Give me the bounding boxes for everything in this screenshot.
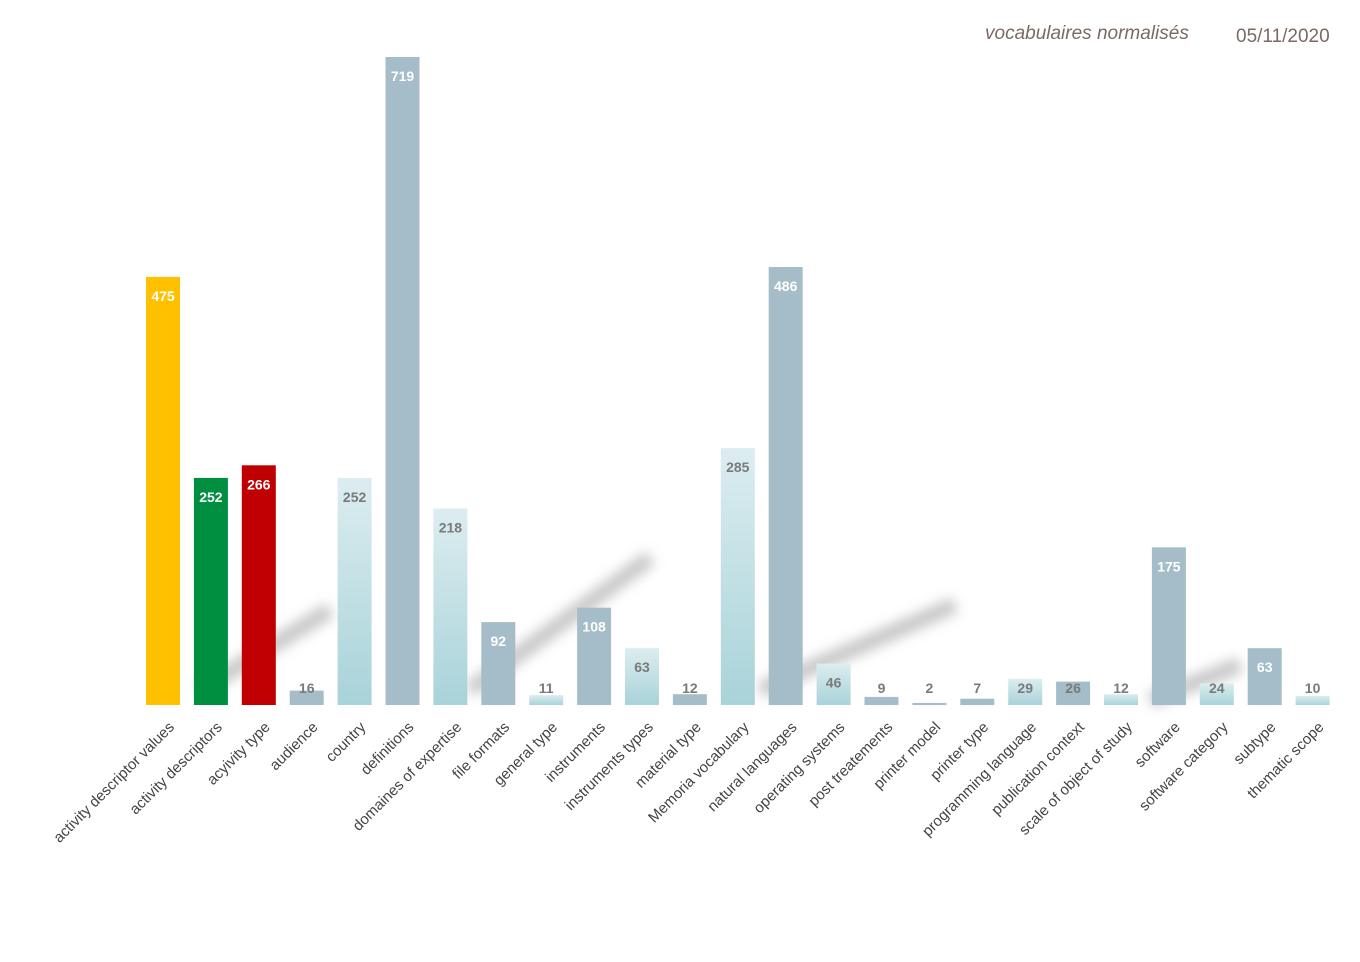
- value-label-7: 92: [491, 633, 507, 649]
- bars: [146, 57, 1330, 705]
- category-label-14: operating systems: [750, 719, 848, 817]
- value-label-18: 29: [1017, 680, 1033, 696]
- bar-16: [912, 703, 947, 705]
- bar-1: [193, 477, 228, 705]
- bar-9: [577, 607, 612, 705]
- bar-23: [1247, 648, 1282, 705]
- bar-12: [720, 448, 755, 705]
- bar-11: [672, 694, 707, 705]
- value-label-2: 266: [247, 476, 271, 492]
- chart-title: vocabulaires normalisés: [985, 23, 1189, 44]
- bar-13: [768, 267, 803, 705]
- value-label-15: 9: [878, 680, 886, 696]
- bar-24: [1295, 696, 1330, 705]
- bar-17: [960, 698, 995, 705]
- value-label-19: 26: [1065, 680, 1081, 696]
- category-label-4: country: [323, 718, 370, 765]
- value-label-16: 2: [926, 680, 934, 696]
- value-label-6: 218: [439, 520, 463, 536]
- bar-15: [864, 696, 899, 705]
- bar-19: [1056, 681, 1091, 705]
- value-label-10: 63: [634, 659, 650, 675]
- bar-14: [816, 663, 851, 705]
- category-label-23: subtype: [1230, 719, 1279, 768]
- value-label-20: 12: [1113, 680, 1129, 696]
- bar-10: [625, 648, 659, 705]
- bar-4: [337, 477, 372, 705]
- value-label-22: 24: [1209, 680, 1225, 696]
- bar-22: [1199, 683, 1234, 705]
- bar-5: [385, 57, 420, 705]
- value-label-3: 16: [299, 680, 315, 696]
- value-label-23: 63: [1257, 659, 1273, 675]
- bar-20: [1104, 694, 1138, 705]
- value-label-24: 10: [1305, 680, 1321, 696]
- bar-8: [529, 695, 564, 705]
- bar-21: [1151, 547, 1186, 705]
- value-label-8: 11: [539, 680, 554, 696]
- bar-3: [289, 690, 324, 705]
- category-label-22: software category: [1136, 718, 1232, 814]
- value-label-13: 486: [774, 278, 798, 294]
- category-label-15: post treatements: [805, 719, 896, 810]
- value-label-17: 7: [973, 680, 981, 696]
- value-label-9: 108: [582, 619, 606, 635]
- value-label-5: 719: [391, 68, 415, 84]
- value-label-21: 175: [1157, 558, 1181, 574]
- category-label-10: instruments types: [562, 719, 657, 814]
- category-label-3: audience: [266, 719, 321, 774]
- value-label-12: 285: [726, 459, 750, 475]
- value-label-1: 252: [199, 489, 223, 505]
- category-label-13: natural languages: [704, 719, 800, 815]
- chart-date: 05/11/2020: [1236, 26, 1330, 47]
- bar-18: [1008, 678, 1043, 705]
- bar-6: [433, 508, 468, 705]
- value-label-0: 475: [151, 288, 175, 304]
- bar-2: [241, 465, 276, 705]
- bar-7: [481, 622, 516, 705]
- value-label-14: 46: [826, 675, 842, 691]
- value-label-4: 252: [343, 489, 367, 505]
- bar-0: [146, 276, 180, 705]
- value-label-11: 12: [682, 680, 698, 696]
